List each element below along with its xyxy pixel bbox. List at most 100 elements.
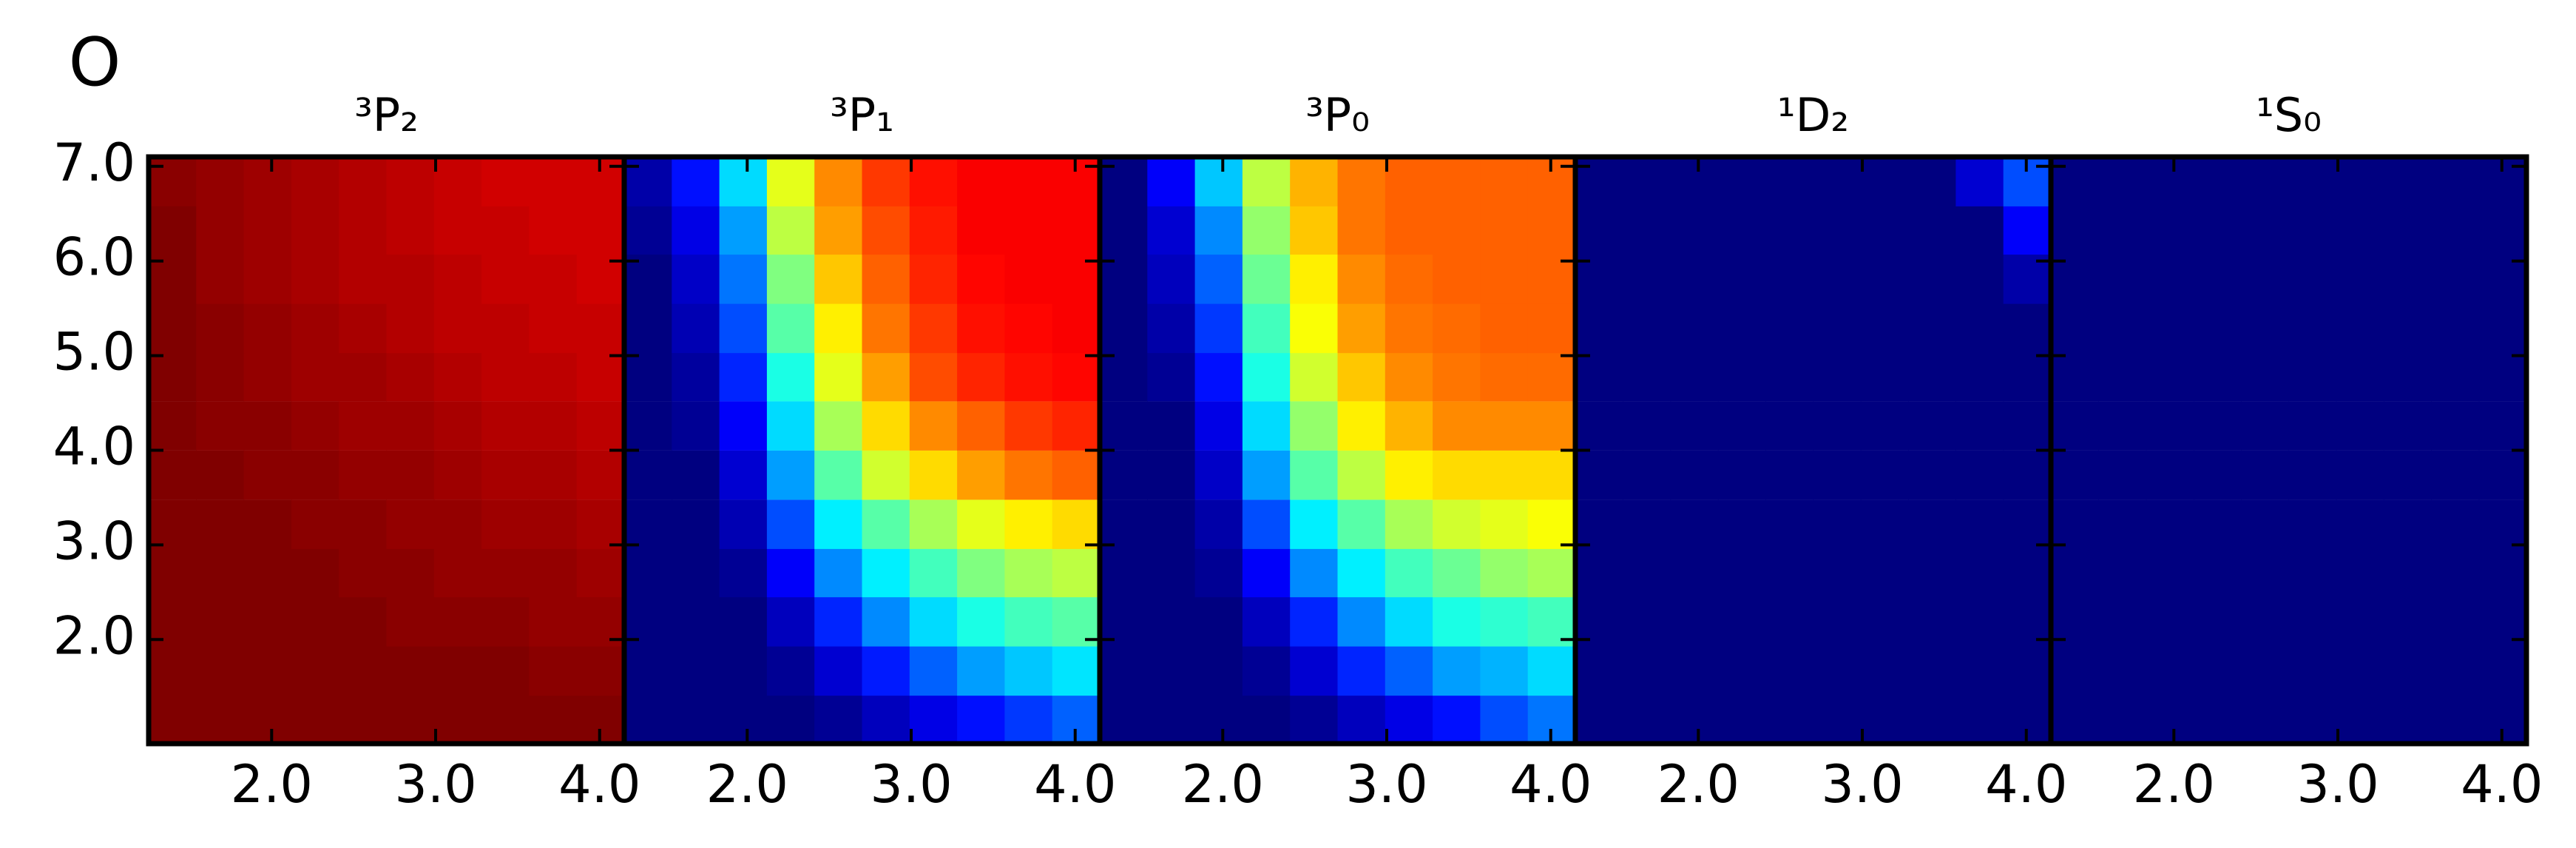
heatmap-cell (2146, 450, 2194, 500)
heatmap-cell (2098, 450, 2147, 500)
heatmap-cell (1052, 499, 1101, 549)
heatmap-cell (1194, 596, 1243, 647)
heatmap-cell (1004, 351, 1053, 402)
heatmap-cell (1337, 303, 1386, 354)
heatmap-cell (1908, 401, 1956, 451)
heatmap-cell (1147, 351, 1196, 402)
heatmap-cell (243, 499, 292, 549)
heatmap-cell (291, 596, 339, 647)
heatmap-cell (2193, 450, 2242, 500)
heatmap-cell (1908, 303, 1956, 354)
heatmap-cell (1623, 401, 1671, 451)
heatmap-cell (862, 694, 910, 744)
heatmap-cell (1385, 303, 1433, 354)
heatmap-cell (1004, 450, 1053, 500)
heatmap-cell (481, 694, 530, 744)
heatmap-cell (2336, 596, 2384, 647)
heatmap-cell (1765, 694, 1814, 744)
heatmap-cell (2098, 351, 2147, 402)
heatmap-cell (2241, 694, 2290, 744)
heatmap-cell (1194, 157, 1243, 206)
heatmap-cell (1194, 205, 1243, 255)
heatmap-cell (1337, 694, 1386, 744)
heatmap-cell (1575, 401, 1623, 451)
x-tick-label: 3.0 (2296, 754, 2379, 815)
heatmap-cell (481, 401, 530, 451)
heatmap-cell (2193, 646, 2242, 696)
heatmap-cell (2478, 351, 2527, 402)
heatmap-cell (196, 351, 245, 402)
heatmap-cell (2146, 205, 2194, 255)
heatmap-cell (1670, 303, 1719, 354)
heatmap-cell (196, 157, 245, 206)
figure-title: O (69, 24, 121, 101)
heatmap-cell (149, 450, 197, 500)
heatmap-cell (1194, 499, 1243, 549)
heatmap-cell (1004, 499, 1053, 549)
heatmap-cell (149, 254, 197, 304)
heatmap-cell (909, 548, 958, 598)
heatmap-cell (576, 646, 625, 696)
heatmap-cell (1765, 351, 1814, 402)
heatmap-cell (1100, 548, 1148, 598)
heatmap-cell (2431, 450, 2480, 500)
heatmap-cell (1290, 351, 1339, 402)
heatmap-cell (529, 303, 578, 354)
heatmap-cell (481, 596, 530, 647)
heatmap-cell (672, 596, 720, 647)
heatmap-cell (814, 205, 863, 255)
heatmap-cell (1052, 303, 1101, 354)
heatmap-cell (1100, 401, 1148, 451)
heatmap-cell (1242, 646, 1291, 696)
heatmap-cell (2384, 646, 2432, 696)
heatmap-cell (1955, 450, 2004, 500)
heatmap-cell (576, 254, 625, 304)
heatmap-cell (1004, 548, 1053, 598)
heatmap-cell (1527, 401, 1576, 451)
heatmap-cell (529, 548, 578, 598)
x-tick-label: 4.0 (1034, 754, 1116, 815)
heatmap-cell (2431, 499, 2480, 549)
heatmap-cell (433, 646, 482, 696)
heatmap-cell (386, 596, 435, 647)
heatmap-cell (1765, 450, 1814, 500)
heatmap-cell (529, 596, 578, 647)
heatmap-cell (1717, 694, 1766, 744)
panel-title: ³P₁ (830, 88, 894, 142)
heatmap-cell (1623, 596, 1671, 647)
heatmap-cell (1194, 303, 1243, 354)
heatmap-cell (2003, 303, 2052, 354)
heatmap-cell (2003, 401, 2052, 451)
heatmap-cell (2098, 205, 2147, 255)
heatmap-cell (1908, 351, 1956, 402)
heatmap-cell (2003, 450, 2052, 500)
heatmap-cell (529, 254, 578, 304)
heatmap-cell (2098, 303, 2147, 354)
heatmap-cell (909, 646, 958, 696)
heatmap-cell (2431, 351, 2480, 402)
heatmap-cell (1955, 303, 2004, 354)
heatmap-cell (1717, 351, 1766, 402)
heatmap-cell (529, 157, 578, 206)
heatmap-cell (1717, 303, 1766, 354)
heatmap-cell (2241, 157, 2290, 206)
heatmap-cell (1147, 157, 1196, 206)
heatmap-cell (2384, 548, 2432, 598)
heatmap-cell (2241, 401, 2290, 451)
heatmap-cell (2288, 646, 2337, 696)
heatmap-cell (1100, 254, 1148, 304)
heatmap-cell (1480, 254, 1529, 304)
heatmap-cell (1433, 694, 1481, 744)
heatmap-cell (2478, 401, 2527, 451)
heatmap-cell (2241, 596, 2290, 647)
heatmap-cell (957, 548, 1005, 598)
heatmap-cell (529, 205, 578, 255)
heatmap-cell (1955, 205, 2004, 255)
heatmap-cell (386, 303, 435, 354)
heatmap-cell (2336, 157, 2384, 206)
heatmap-cell (1100, 499, 1148, 549)
heatmap-cell (529, 499, 578, 549)
heatmap-cell (909, 596, 958, 647)
heatmap-cell (1337, 157, 1386, 206)
heatmap-cell (672, 548, 720, 598)
